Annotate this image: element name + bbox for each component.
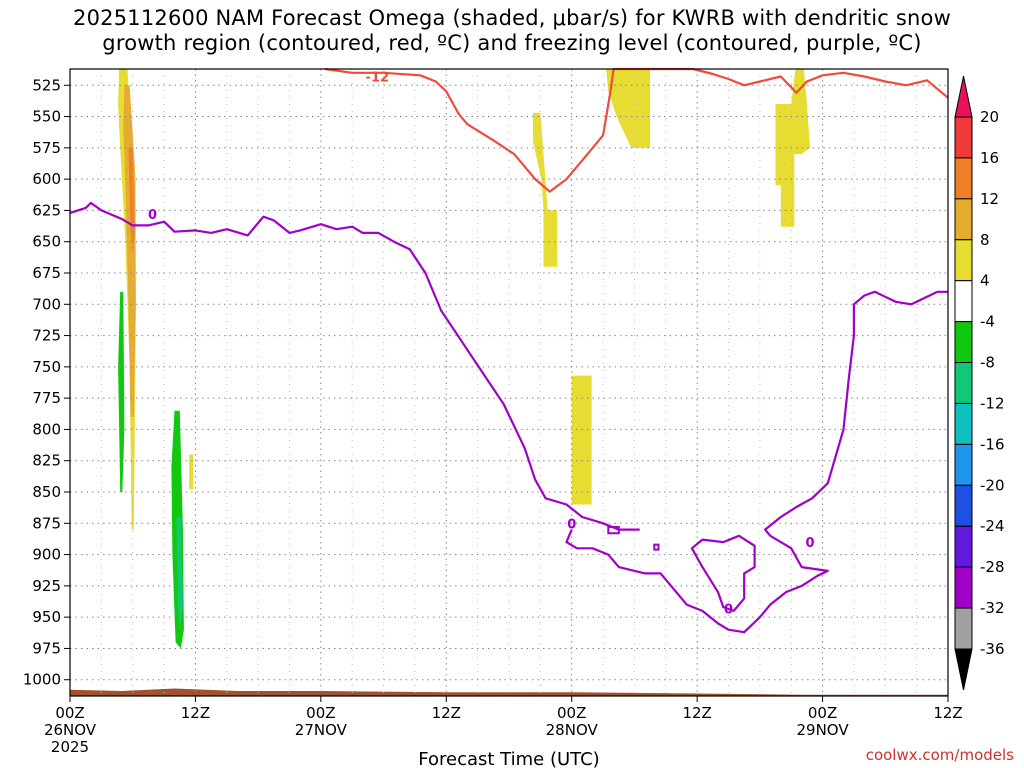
grid-layer xyxy=(70,69,948,696)
y-tick-label-575: 575 xyxy=(32,139,61,157)
x-tick-year-0: 2025 xyxy=(51,738,89,756)
colorbar-label-5: -4 xyxy=(980,313,995,331)
y-tick-label-975: 975 xyxy=(32,639,61,657)
y-tick-label-875: 875 xyxy=(32,514,61,532)
colorbar-label-13: -36 xyxy=(980,640,1005,658)
chart-title-line2: growth region (contoured, red, ºC) and f… xyxy=(102,31,922,55)
colorbar-box-9 xyxy=(954,484,973,527)
colorbar-box-10 xyxy=(954,525,973,568)
y-tick-label-750: 750 xyxy=(32,358,61,376)
x-tick-label-24: 00Z xyxy=(306,704,335,722)
freezing-level-label-1: 0 xyxy=(148,208,157,223)
contour-layer: -12 0 0 0 0 xyxy=(69,67,949,634)
x-tick-date-0: 26NOV xyxy=(44,721,97,739)
freezing-level-lower xyxy=(565,290,948,634)
colorbar-label-2: 12 xyxy=(980,190,999,208)
colorbar-box-6 xyxy=(954,362,973,404)
omega-region-yellow-col-day2 xyxy=(533,112,558,267)
freezing-level-main xyxy=(69,201,640,531)
x-tick-date-48: 28NOV xyxy=(546,721,599,739)
y-tick-label-925: 925 xyxy=(32,577,61,595)
y-tick-label-525: 525 xyxy=(32,76,61,94)
colorbar-box-1 xyxy=(954,157,973,200)
colorbar-label-0: 20 xyxy=(980,108,999,126)
colorbar-box-8 xyxy=(954,443,973,486)
y-tick-label-725: 725 xyxy=(32,327,61,345)
y-tick-label-700: 700 xyxy=(32,295,61,313)
plot-frame xyxy=(69,68,949,697)
freezing-level-label-3: 0 xyxy=(724,602,733,617)
chart-title: 2025112600 NAM Forecast Omega (shaded, μ… xyxy=(0,6,1024,56)
x-tick-label-60: 12Z xyxy=(682,704,711,722)
colorbar-box-0 xyxy=(954,116,973,159)
y-tick-label-775: 775 xyxy=(32,389,61,407)
x-tick-label-48: 00Z xyxy=(557,704,586,722)
colorbar-box-3 xyxy=(954,239,973,282)
omega-region-green-col-1 xyxy=(118,291,125,492)
x-tick-label-12: 12Z xyxy=(181,704,210,722)
colorbar-box-7 xyxy=(954,402,973,445)
colorbar-label-9: -20 xyxy=(980,476,1005,494)
colorbar-top-triangle xyxy=(954,75,973,118)
omega-region-yellow-col-day2-low xyxy=(571,375,592,505)
x-tick-label-0: 00Z xyxy=(55,704,84,722)
omega-shading-layer xyxy=(118,69,810,649)
y-tick-label-600: 600 xyxy=(32,170,61,188)
freezing-level-blob-2 xyxy=(653,543,660,551)
colorbar-label-8: -16 xyxy=(980,435,1005,453)
colorbar-box-2 xyxy=(954,198,973,241)
colorbar-label-3: 8 xyxy=(980,231,990,249)
y-tick-label-625: 625 xyxy=(32,201,61,219)
y-tick-label-650: 650 xyxy=(32,233,61,251)
contour-minus12-line xyxy=(324,67,949,193)
colorbar-box-11 xyxy=(954,566,973,609)
y-axis: 525 550 575 600 625 650 675 700 725 750 775 800 825 8… xyxy=(23,76,70,689)
colorbar-bottom-triangle xyxy=(954,648,973,691)
omega-region-red-core-early xyxy=(128,147,135,255)
y-tick-label-1000: 1000 xyxy=(23,671,61,689)
omega-region-teal-col-2 xyxy=(176,517,183,630)
colorbar: 20 16 12 8 4 -4 -8 -12 -16 -20 -24 -28 -32 -36 xyxy=(954,75,1005,691)
colorbar-label-4: 4 xyxy=(980,272,990,290)
x-tick-date-72: 29NOV xyxy=(797,721,850,739)
y-tick-label-675: 675 xyxy=(32,264,61,282)
colorbar-label-12: -32 xyxy=(980,599,1005,617)
x-tick-label-72: 00Z xyxy=(808,704,837,722)
chart-title-line1: 2025112600 NAM Forecast Omega (shaded, μ… xyxy=(73,6,951,30)
x-axis-label: Forecast Time (UTC) xyxy=(418,749,599,768)
freezing-level-label-2: 0 xyxy=(567,517,576,532)
y-tick-label-850: 850 xyxy=(32,483,61,501)
x-tick-label-84: 12Z xyxy=(933,704,962,722)
y-tick-label-825: 825 xyxy=(32,452,61,470)
colorbar-label-1: 16 xyxy=(980,149,999,167)
freezing-level-inner-loop xyxy=(690,534,756,613)
colorbar-box-5 xyxy=(954,321,973,364)
colorbar-box-4 xyxy=(954,280,973,323)
freezing-level-label-4: 0 xyxy=(806,536,815,551)
omega-region-yellow-col-day3b xyxy=(775,69,810,227)
colorbar-label-6: -8 xyxy=(980,354,995,372)
x-tick-label-36: 12Z xyxy=(432,704,461,722)
y-tick-label-800: 800 xyxy=(32,420,61,438)
omega-region-yellow-col-day3a xyxy=(606,69,651,148)
colorbar-label-11: -28 xyxy=(980,558,1005,576)
colorbar-label-7: -12 xyxy=(980,394,1005,412)
omega-region-yellow-col-small xyxy=(189,454,194,490)
freezing-level-blob-1 xyxy=(607,526,620,535)
y-tick-label-550: 550 xyxy=(32,108,61,126)
contour-minus12-label: -12 xyxy=(366,71,390,86)
x-tick-date-24: 27NOV xyxy=(295,721,348,739)
credit-text: coolwx.com/models xyxy=(866,746,1014,764)
colorbar-label-10: -24 xyxy=(980,517,1005,535)
y-tick-label-900: 900 xyxy=(32,546,61,564)
colorbar-box-12 xyxy=(954,607,973,650)
y-tick-label-950: 950 xyxy=(32,608,61,626)
